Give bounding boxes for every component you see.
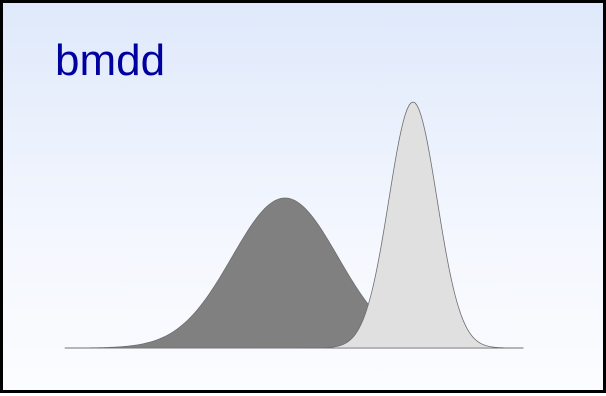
- distribution-plot: [64, 101, 524, 349]
- narrow-distribution-curve: [302, 101, 524, 349]
- page-title: bmdd: [55, 36, 166, 85]
